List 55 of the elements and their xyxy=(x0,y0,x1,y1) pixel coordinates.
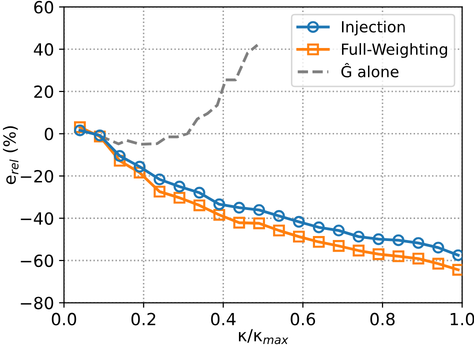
y-tick-label: 60 xyxy=(34,0,54,14)
point xyxy=(293,216,305,228)
point xyxy=(293,230,305,243)
point xyxy=(312,221,325,234)
point xyxy=(273,224,285,236)
point xyxy=(312,236,325,248)
x-tick-label: 0.4 xyxy=(211,312,236,326)
x-axis-title: κ/κ$_{max}$ xyxy=(238,329,288,344)
x-tick-label: 0.6 xyxy=(290,312,316,326)
legend-label: Ĝ alone xyxy=(341,63,398,78)
point xyxy=(253,204,265,216)
point xyxy=(432,258,444,270)
point xyxy=(134,166,146,179)
point xyxy=(233,202,246,214)
x-tick-label: 0.8 xyxy=(370,312,395,326)
point xyxy=(352,244,365,256)
point xyxy=(372,233,384,246)
point xyxy=(253,217,265,230)
point xyxy=(392,234,404,246)
y-tick-label: 40 xyxy=(34,43,54,56)
point xyxy=(273,210,285,222)
legend-label: Full-Weighting xyxy=(342,43,448,58)
point xyxy=(154,186,166,198)
point xyxy=(174,180,186,192)
point xyxy=(134,160,146,173)
point xyxy=(74,121,86,134)
point xyxy=(352,230,365,243)
x-tick-label: 1.0 xyxy=(450,312,474,326)
point xyxy=(332,224,345,236)
point xyxy=(213,198,226,210)
y-tick-label: 0 xyxy=(44,128,54,140)
y-tick-label: −60 xyxy=(20,254,54,268)
point xyxy=(114,150,126,162)
point xyxy=(392,250,404,262)
point xyxy=(412,252,424,265)
point xyxy=(193,186,206,199)
point xyxy=(412,237,424,249)
point xyxy=(432,242,444,254)
point xyxy=(372,248,384,260)
point xyxy=(114,154,126,167)
y-tick-label: 20 xyxy=(34,85,54,98)
point xyxy=(154,173,166,186)
point xyxy=(233,216,246,229)
y-tick-label: −20 xyxy=(20,170,54,183)
x-tick-label: 0.2 xyxy=(131,312,156,326)
point xyxy=(213,208,226,221)
y-tick-label: −80 xyxy=(20,296,54,310)
point xyxy=(332,240,345,252)
x-tick-label: 0.0 xyxy=(52,312,76,326)
y-axis-title: e$_{rel}$ (%) xyxy=(2,126,19,184)
legend-label: Injection xyxy=(342,20,405,36)
point xyxy=(193,199,206,212)
y-tick-label: −40 xyxy=(20,212,54,225)
point xyxy=(174,192,186,204)
point xyxy=(74,124,86,136)
